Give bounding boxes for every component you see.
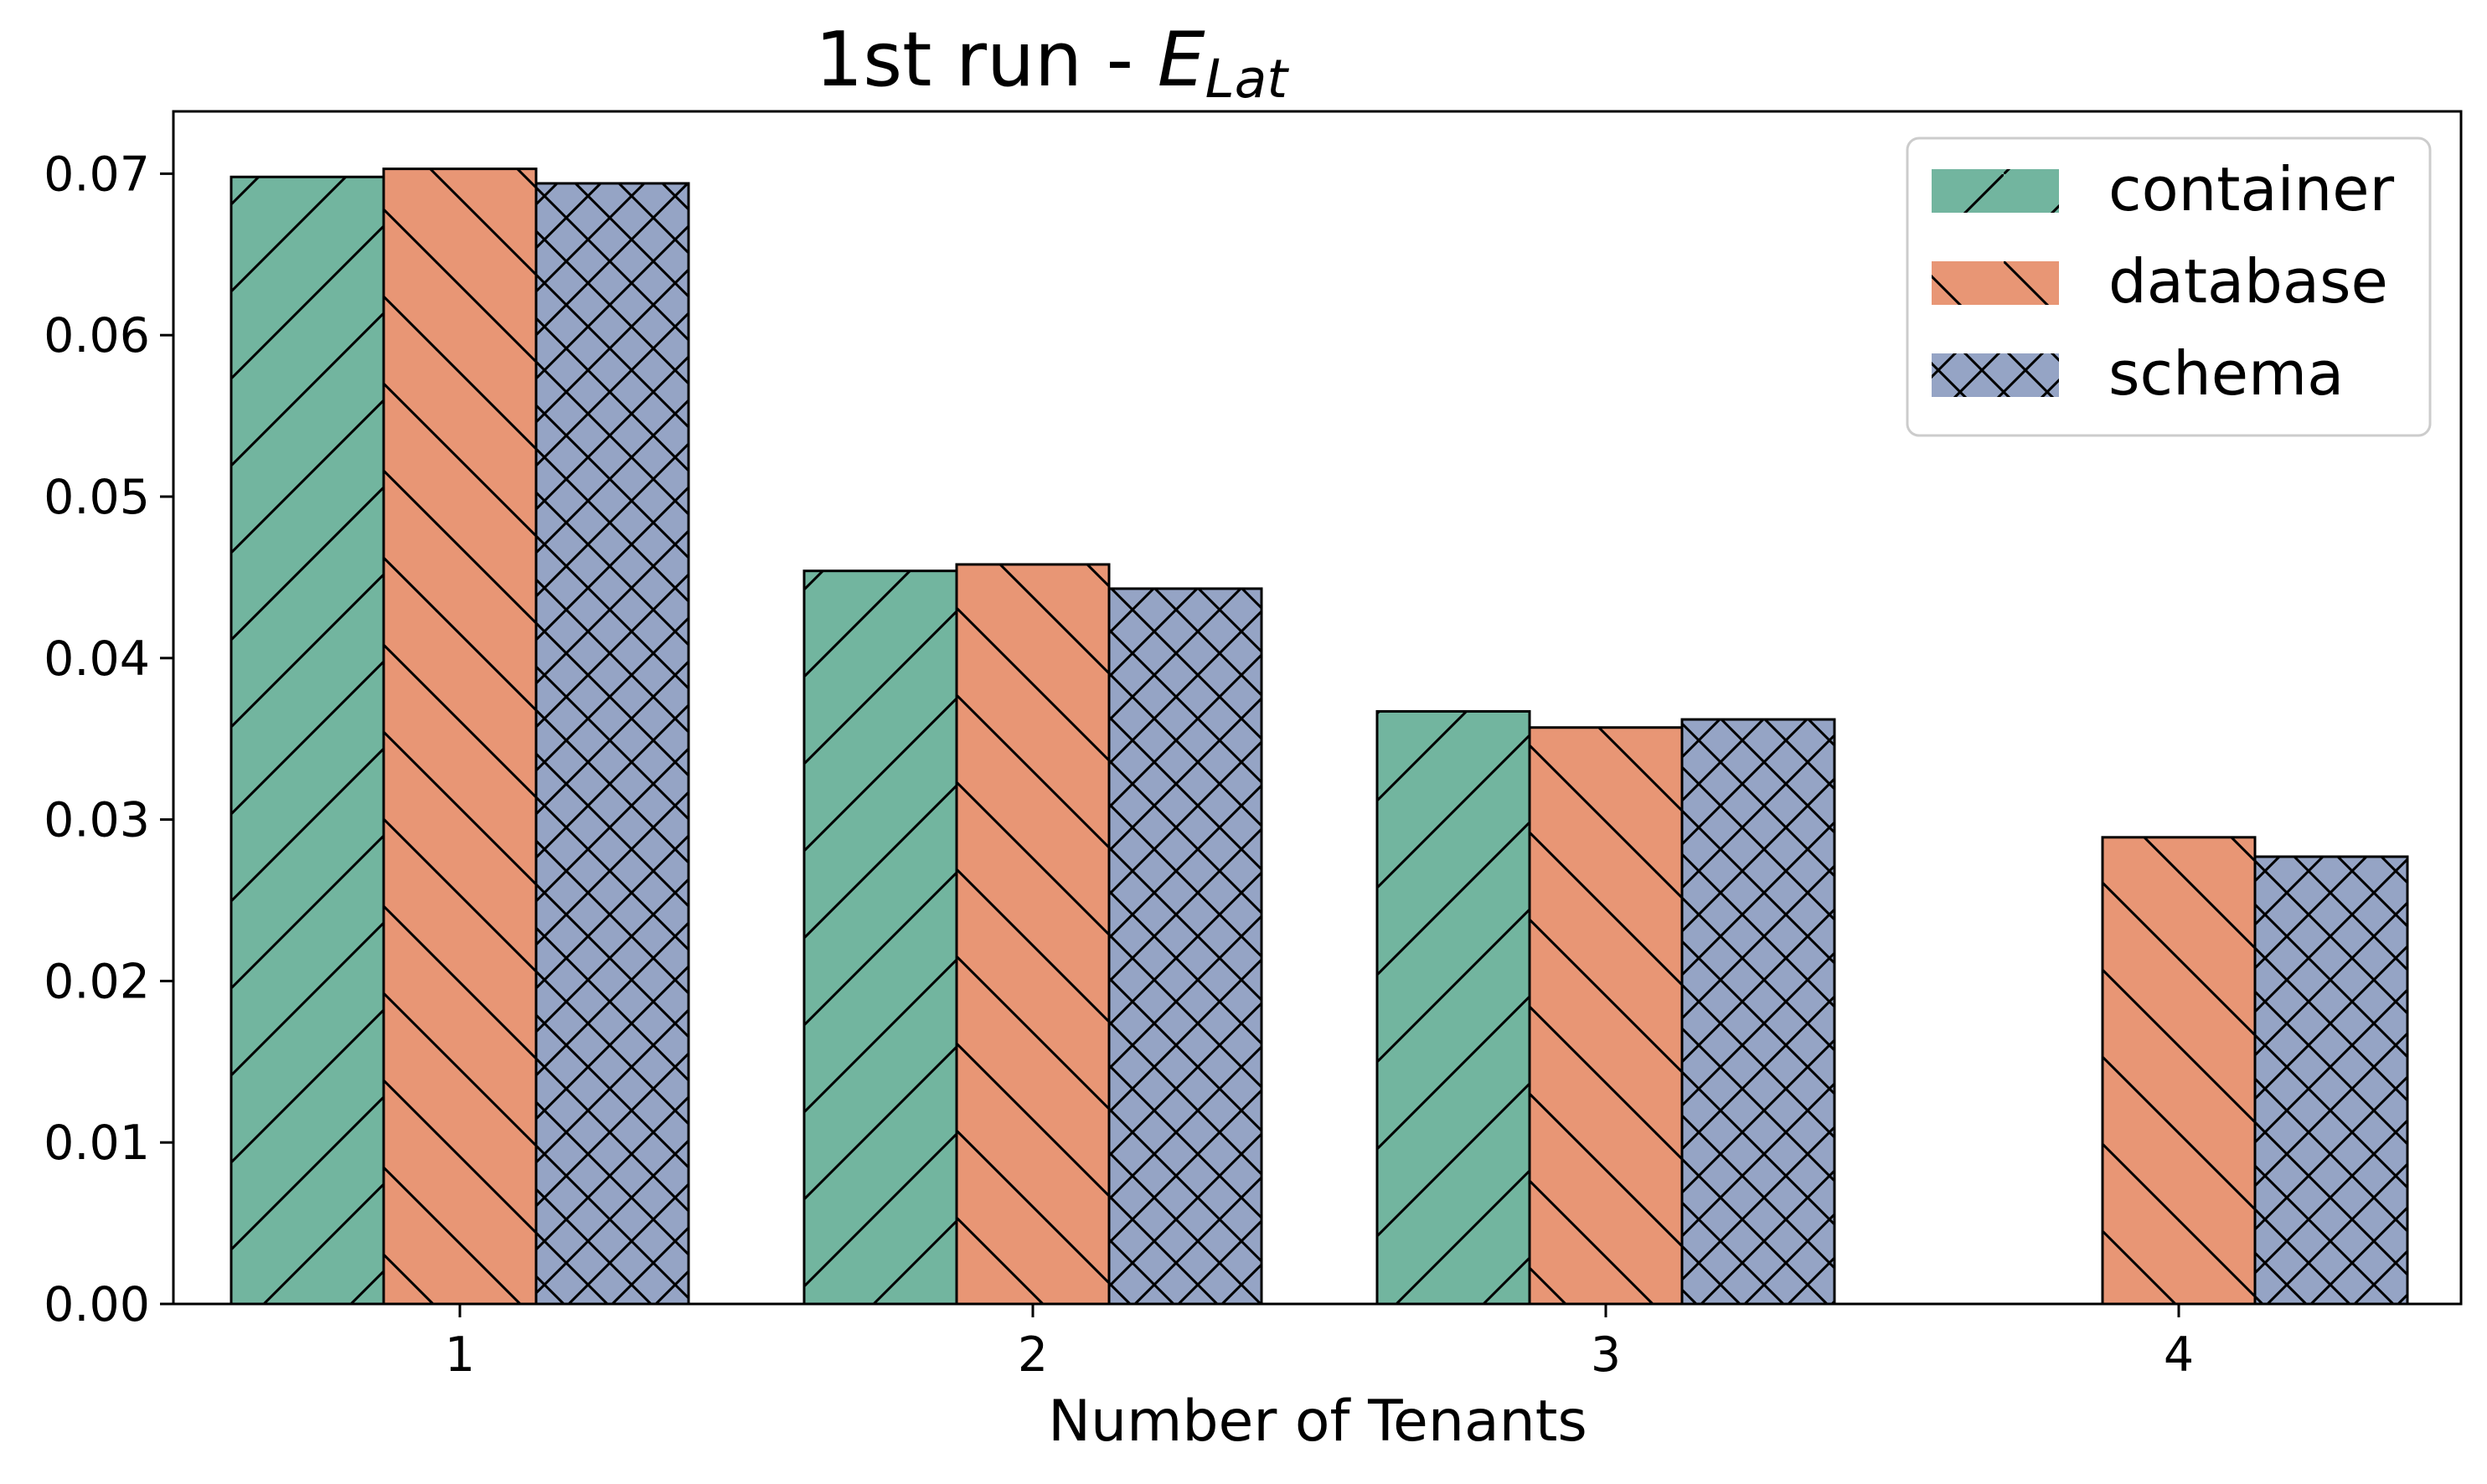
legend: container database schema <box>1906 137 2432 437</box>
x-tick-label: 1 <box>445 1327 475 1383</box>
bar-database-3 <box>1528 726 1684 1306</box>
y-tick-label: 0.02 <box>44 954 150 1009</box>
bar-container-1 <box>230 175 385 1306</box>
chart-title-prefix: 1st run - <box>815 16 1158 104</box>
y-tick-label: 0.06 <box>44 308 150 363</box>
y-tick-label: 0.01 <box>44 1116 150 1171</box>
y-tick-label: 0.07 <box>44 147 150 202</box>
legend-label: container <box>2108 154 2395 224</box>
bars-layer <box>230 167 2409 1306</box>
bar-database-2 <box>955 563 1111 1306</box>
legend-swatch-hatch <box>1932 353 2059 397</box>
legend-label: database <box>2108 246 2388 317</box>
bar-schema-3 <box>1680 718 1836 1306</box>
y-axis: 0.00 0.01 0.02 0.03 0.04 0.05 0.06 0.07 <box>44 147 173 1332</box>
legend-swatch-hatch <box>1932 261 2059 305</box>
y-tick-label: 0.04 <box>44 631 150 687</box>
legend-item-database: database <box>1932 246 2388 317</box>
legend-item-schema: schema <box>1932 338 2344 409</box>
y-tick-label: 0.05 <box>44 470 150 525</box>
y-tick-label: 0.00 <box>44 1277 150 1332</box>
x-tick-label: 4 <box>2164 1327 2194 1383</box>
chart-title-symbol: E <box>1158 16 1205 104</box>
legend-item-container: container <box>1932 154 2395 224</box>
bar-database-1 <box>382 167 538 1306</box>
legend-label: schema <box>2108 338 2344 409</box>
chart-title: 1st run - ELat <box>815 16 1289 110</box>
x-tick-label: 3 <box>1591 1327 1621 1383</box>
x-axis-label: Number of Tenants <box>1048 1389 1587 1455</box>
bar-schema-4 <box>2253 855 2409 1306</box>
bar-schema-1 <box>534 182 690 1306</box>
bar-container-2 <box>802 569 958 1306</box>
x-axis: 1 2 3 4 <box>445 1304 2194 1383</box>
y-tick-label: 0.03 <box>44 793 150 848</box>
bar-container-3 <box>1375 709 1531 1306</box>
plot-frame <box>172 110 2463 1306</box>
bar-database-4 <box>2101 836 2257 1306</box>
legend-swatch-hatch <box>1932 169 2059 213</box>
chart-title-subscript: Lat <box>1205 49 1290 110</box>
x-tick-label: 2 <box>1018 1327 1048 1383</box>
bar-schema-2 <box>1107 587 1263 1306</box>
